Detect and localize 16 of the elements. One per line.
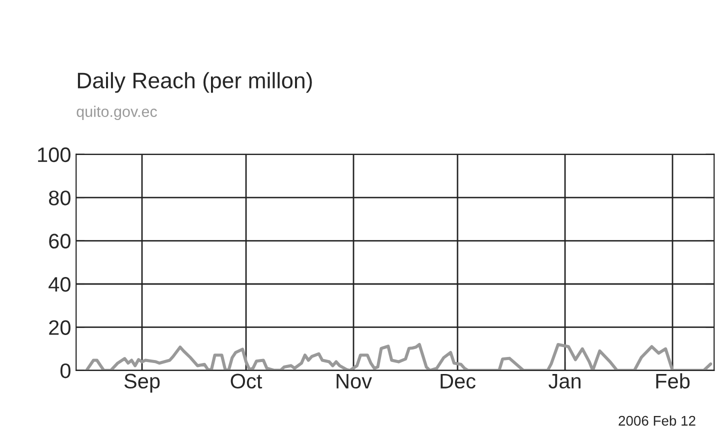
x-tick-label: Oct xyxy=(230,374,262,389)
x-tick-label: Dec xyxy=(440,374,476,389)
text: 2006 Feb 12 xyxy=(618,416,696,426)
x-tick-label: Feb xyxy=(656,373,690,389)
chart-title: Daily Reach (per millon) xyxy=(78,72,312,93)
chart-subtitle: quito.gov.ec xyxy=(76,106,157,120)
y-tick-label: 60 xyxy=(49,234,70,249)
y-tick-label: 0 xyxy=(60,363,70,378)
y-tick-label: 20 xyxy=(49,320,70,335)
y-tick-label: 80 xyxy=(49,190,70,206)
y-tick-label: 40 xyxy=(48,277,70,292)
line-series xyxy=(84,342,712,370)
y-tick-label: 100 xyxy=(38,147,70,162)
x-tick-label: Jan xyxy=(548,374,580,389)
x-tick-label: Sep xyxy=(124,374,160,393)
x-tick-label: Nov xyxy=(336,374,372,389)
